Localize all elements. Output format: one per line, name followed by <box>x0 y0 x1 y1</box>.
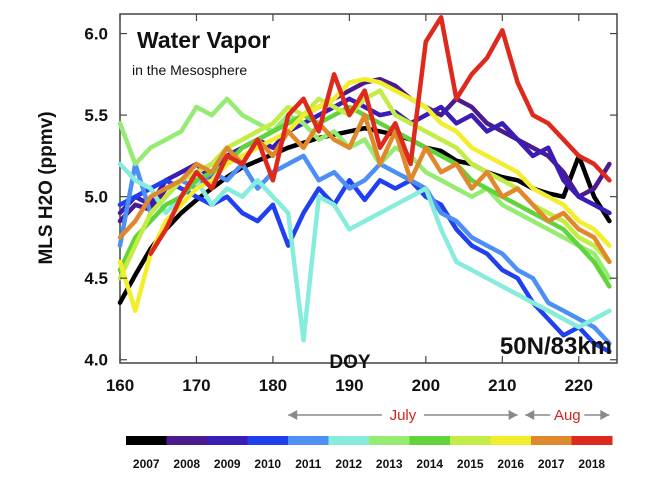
y-tick-label: 5.5 <box>84 106 108 125</box>
series-line-2017 <box>117 112 612 265</box>
x-tick-label: 190 <box>335 376 363 395</box>
x-tick-label: 170 <box>182 376 210 395</box>
y-tick-label: 5.0 <box>84 188 108 207</box>
month-arrow-right <box>508 410 518 420</box>
legend-swatch-2012 <box>328 436 370 445</box>
y-tick-label: 4.5 <box>84 269 108 288</box>
y-tick-label: 6.0 <box>84 25 108 44</box>
legend-swatch-2015 <box>450 436 491 445</box>
series-line-2016 <box>117 76 612 314</box>
legend-swatch-2013 <box>369 436 410 445</box>
legend-label: 2013 <box>376 457 403 471</box>
month-label: July <box>390 407 417 424</box>
series-lines <box>117 15 612 354</box>
month-label: Aug <box>554 407 581 424</box>
legend-label: 2010 <box>254 457 281 471</box>
x-tick-label: 220 <box>565 376 593 395</box>
series-line-2010 <box>117 178 612 354</box>
chart-title: Water Vapor <box>137 27 270 53</box>
legend-swatch-2010 <box>247 436 289 445</box>
location-label: 50N/83km <box>500 333 612 360</box>
y-axis-ticks: 4.0 4.5 5.0 5.5 6.0 <box>84 25 617 370</box>
y-tick-label: 4.0 <box>84 351 108 370</box>
legend-label: 2017 <box>538 457 565 471</box>
legend-label: 2015 <box>457 457 484 471</box>
legend-label: 2011 <box>295 457 321 471</box>
x-axis-title: DOY <box>329 352 371 373</box>
legend-label: 2008 <box>173 457 200 471</box>
legend-swatch-2007 <box>126 436 167 445</box>
x-tick-label: 200 <box>412 376 440 395</box>
legend-swatch-2009 <box>207 436 248 445</box>
legend-label: 2012 <box>335 457 362 471</box>
legend-label: 2014 <box>416 457 443 471</box>
x-tick-label: 160 <box>106 376 134 395</box>
legend-swatch-2016 <box>490 436 532 445</box>
legend-label: 2009 <box>214 457 241 471</box>
legend-swatch-2017 <box>531 436 572 445</box>
legend-swatch-2014 <box>409 436 451 445</box>
legend-label: 2016 <box>497 457 524 471</box>
series-line-2012 <box>117 161 612 343</box>
legend-label: 2018 <box>578 457 605 471</box>
legend-label: 2007 <box>133 457 160 471</box>
series-line-2018 <box>148 15 612 256</box>
legend: 2007 2008 2009 2010 2011 2012 2013 2014 2015 2016… <box>126 436 613 471</box>
series-line-2011 <box>117 153 612 346</box>
month-markers: July Aug <box>288 405 610 425</box>
month-label-bg <box>381 405 424 425</box>
legend-swatch-2008 <box>166 436 208 445</box>
chart-subtitle: in the Mesosphere <box>132 62 247 78</box>
month-arrow-right <box>600 410 610 420</box>
month-label-bg <box>550 405 585 425</box>
legend-swatch-2011 <box>288 436 329 445</box>
month-arrow-left <box>288 410 298 420</box>
legend-swatch-2018 <box>571 436 613 445</box>
x-axis-ticks: 160 170 180 190 200 210 220 <box>106 14 593 395</box>
month-arrow-left <box>525 410 535 420</box>
y-axis-title: MLS H2O (ppmv) <box>36 111 57 264</box>
x-tick-label: 210 <box>488 376 516 395</box>
series-line-2013 <box>117 96 612 281</box>
x-tick-label: 180 <box>259 376 287 395</box>
